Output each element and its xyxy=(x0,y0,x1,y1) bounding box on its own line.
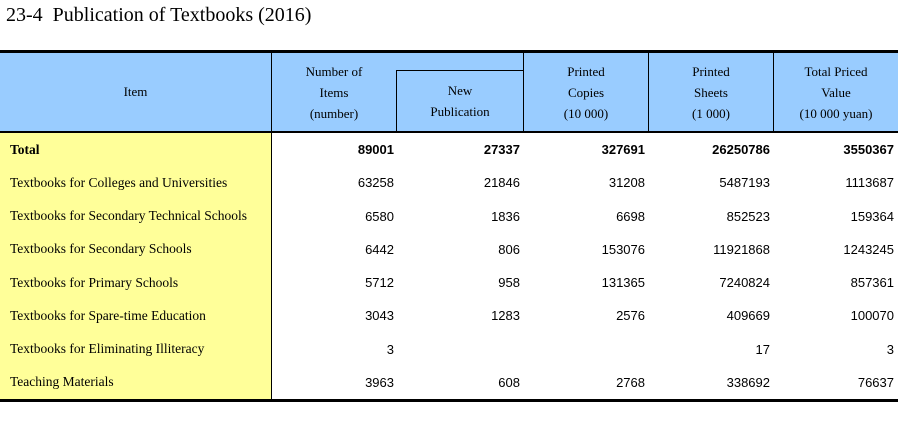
row-label: Textbooks for Colleges and Universities xyxy=(0,166,272,200)
cell-new-publication xyxy=(396,333,523,366)
table-row: Textbooks for Secondary Technical School… xyxy=(0,199,898,233)
row-label: Textbooks for Spare-time Education xyxy=(0,299,272,333)
table-body: Total 89001 27337 327691 26250786 355036… xyxy=(0,133,898,399)
cell-printed-sheets: 26250786 xyxy=(712,142,770,158)
table-row: Textbooks for Eliminating Illiteracy 3 1… xyxy=(0,332,898,366)
cell-printed-copies: 327691 xyxy=(601,142,645,158)
table-row: Textbooks for Primary Schools 5712 958 1… xyxy=(0,266,898,300)
cell-printed-copies: 2768 xyxy=(616,374,645,390)
cell-printed-copies: 2576 xyxy=(616,308,645,324)
cell-number-of-items: 6442 xyxy=(365,241,394,257)
col-header-item: Item xyxy=(0,53,272,131)
row-label: Textbooks for Primary Schools xyxy=(0,266,272,300)
row-label: Textbooks for Eliminating Illiteracy xyxy=(0,332,272,366)
cell-number-of-items: 3963 xyxy=(365,374,394,390)
cell-total-priced-value: 857361 xyxy=(850,275,894,291)
col-header-item-label: Item xyxy=(123,84,148,99)
table-row-total: Total 89001 27337 327691 26250786 355036… xyxy=(0,133,898,167)
col-header-line: New xyxy=(447,83,473,98)
col-header-number-of-items: Number of Items (number) xyxy=(272,53,396,131)
cell-printed-sheets: 7240824 xyxy=(719,275,770,291)
cell-new-publication: 608 xyxy=(498,374,520,390)
row-label: Textbooks for Secondary Schools xyxy=(0,232,272,266)
cell-printed-sheets: 409669 xyxy=(726,308,770,324)
page-title: 23-4 Publication of Textbooks (2016) xyxy=(6,4,312,26)
cell-number-of-items: 3 xyxy=(386,341,394,357)
cell-number-of-items: 89001 xyxy=(357,142,394,158)
cell-new-publication: 806 xyxy=(498,241,520,257)
col-header-line: Number of xyxy=(305,63,363,79)
cell-total-priced-value: 159364 xyxy=(850,208,894,224)
cell-total-priced-value: 1243245 xyxy=(843,241,894,257)
cell-printed-sheets: 338692 xyxy=(726,374,770,390)
table-header: Item Number of Items (number) New Public… xyxy=(0,53,898,133)
row-label: Total xyxy=(0,133,272,167)
table-row: Teaching Materials 3963 608 2768 338692 … xyxy=(0,365,898,399)
cell-new-publication: 958 xyxy=(498,275,520,291)
cell-printed-sheets: 852523 xyxy=(726,208,770,224)
cell-total-priced-value: 76637 xyxy=(857,374,894,390)
col-header-line: Items xyxy=(319,84,349,100)
cell-new-publication: 1836 xyxy=(491,208,520,224)
col-header-line: (number) xyxy=(309,105,359,121)
cell-printed-sheets: 5487193 xyxy=(719,175,770,191)
cell-total-priced-value: 3550367 xyxy=(843,142,894,158)
cell-printed-copies: 6698 xyxy=(616,208,645,224)
col-header-line: (10 000 yuan) xyxy=(799,105,873,121)
col-header-line: Value xyxy=(821,84,851,100)
col-header-line: (1 000) xyxy=(692,105,730,121)
cell-printed-sheets: 17 xyxy=(755,341,770,357)
cell-total-priced-value: 3 xyxy=(886,341,894,357)
col-header-new-publication: New Publication xyxy=(396,53,523,131)
cell-total-priced-value: 1113687 xyxy=(845,175,894,191)
cell-total-priced-value: 100070 xyxy=(850,308,894,324)
cell-printed-copies: 153076 xyxy=(601,241,645,257)
cell-printed-copies: 131365 xyxy=(601,275,645,291)
table-row: Textbooks for Secondary Schools 6442 806… xyxy=(0,232,898,266)
cell-number-of-items: 6580 xyxy=(365,208,394,224)
cell-new-publication: 1283 xyxy=(491,308,520,324)
col-header-total-priced-value: Total Priced Value (10 000 yuan) xyxy=(773,53,898,131)
table-row: Textbooks for Spare-time Education 3043 … xyxy=(0,299,898,333)
col-header-line: Printed xyxy=(567,63,605,79)
cell-new-publication: 21846 xyxy=(483,175,520,191)
col-header-line: Publication xyxy=(430,104,490,119)
row-label: Teaching Materials xyxy=(0,365,272,399)
col-header-printed-sheets: Printed Sheets (1 000) xyxy=(648,53,773,131)
new-publication-box: New Publication xyxy=(396,70,523,131)
cell-printed-copies: 31208 xyxy=(608,175,645,191)
col-header-line: Total Priced xyxy=(804,63,868,79)
cell-number-of-items: 5712 xyxy=(365,275,394,291)
row-label: Textbooks for Secondary Technical School… xyxy=(0,199,272,233)
cell-printed-sheets: 11921868 xyxy=(713,241,770,257)
col-header-printed-copies: Printed Copies (10 000) xyxy=(523,53,648,131)
col-header-line: (10 000) xyxy=(563,105,609,121)
cell-number-of-items: 3043 xyxy=(365,308,394,324)
cell-new-publication: 27337 xyxy=(483,142,520,158)
stats-table: Item Number of Items (number) New Public… xyxy=(0,50,898,402)
table-row: Textbooks for Colleges and Universities … xyxy=(0,166,898,200)
col-header-line: Copies xyxy=(567,84,605,100)
col-header-line: Sheets xyxy=(694,84,728,100)
cell-printed-copies xyxy=(523,333,648,366)
col-header-line: Printed xyxy=(692,63,730,79)
cell-number-of-items: 63258 xyxy=(357,175,394,191)
